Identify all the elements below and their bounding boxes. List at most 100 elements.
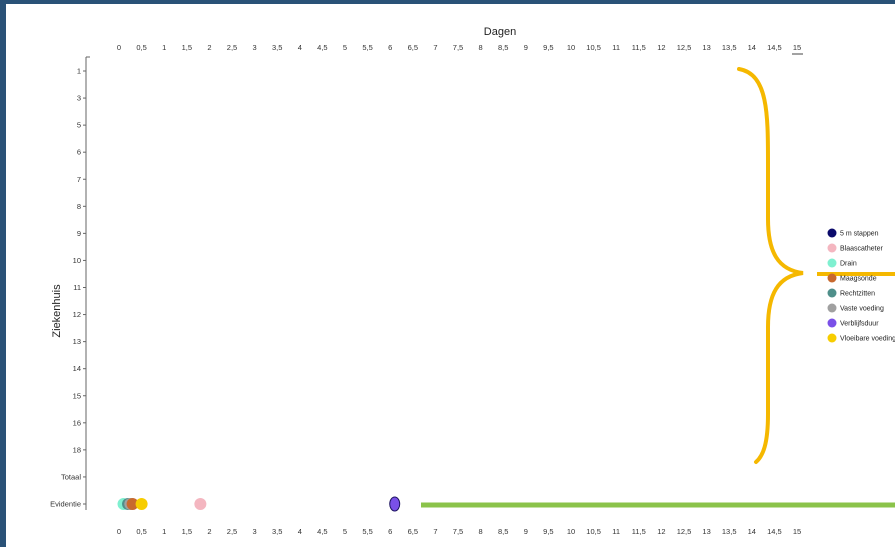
x-tick-label-top: 13	[702, 43, 710, 52]
legend-label: Rechtzitten	[840, 291, 875, 298]
legend-marker	[827, 288, 837, 298]
legend-marker	[827, 228, 837, 238]
x-tick-label-bottom: 0,5	[136, 527, 146, 536]
x-tick-label-bottom: 12	[657, 527, 665, 536]
x-tick-label-bottom: 4,5	[317, 527, 327, 536]
x-tick-label-top: 14,5	[767, 43, 782, 52]
y-tick-label: 10	[73, 256, 81, 265]
x-tick-label-top: 1,5	[182, 43, 192, 52]
x-tick-label-top: 5,5	[362, 43, 372, 52]
x-tick-label-top: 9,5	[543, 43, 553, 52]
point-blaascatheter	[194, 498, 207, 510]
y-tick-label: 7	[77, 175, 81, 184]
y-tick-label: 6	[77, 148, 81, 157]
x-tick-label-bottom: 2	[207, 527, 211, 536]
y-tick-label: 16	[73, 418, 81, 427]
x-tick-label-bottom: 15	[793, 527, 801, 536]
annotations	[421, 67, 895, 508]
brace-annotation	[737, 67, 804, 464]
x-tick-label-top: 2,5	[227, 43, 237, 52]
y-tick-label: 18	[73, 445, 81, 454]
x-tick-label-top: 11	[612, 43, 620, 52]
point-verblijfsduur	[389, 496, 401, 512]
x-tick-label-bottom: 14,5	[767, 527, 782, 536]
x-tick-label-bottom: 2,5	[227, 527, 237, 536]
y-tick-label: 13	[73, 337, 81, 346]
y-tick-label: 15	[73, 391, 81, 400]
legend-label: 5 m stappen	[840, 231, 879, 238]
bottom-tick-labels: 0 0,5 1 1,5 2 2,5 3 3,5 4 4,5 5 5,5 6 6,5 7 7,5 8 8,5 9 9,5…	[117, 527, 801, 536]
x-tick-label-top: 3,5	[272, 43, 282, 52]
x-tick-label-top: 1	[162, 43, 166, 52]
y-axis-title: Ziekenhuis	[51, 284, 63, 338]
x-tick-label-bottom: 6,5	[408, 527, 418, 536]
x-tick-label-bottom: 11	[612, 527, 620, 536]
x-tick-label-bottom: 13	[702, 527, 710, 536]
x-tick-label-bottom: 1,5	[182, 527, 192, 536]
legend-label: Vaste voeding	[840, 306, 884, 313]
x-tick-label-top: 12,5	[677, 43, 692, 52]
x-tick-label-top: 15	[793, 43, 801, 52]
legend-marker	[827, 303, 837, 313]
x-tick-label-top: 4,5	[317, 43, 327, 52]
x-tick-label-bottom: 1	[162, 527, 166, 536]
x-tick-label-top: 4	[298, 43, 302, 52]
x-tick-label-bottom: 0	[117, 527, 121, 536]
x-tick-label-bottom: 8	[479, 527, 483, 536]
chart: Dagen Ziekenhuis 0 0,5 1 1,5 2 2,5 3 3,5 4 4,5 5 5,…	[50, 26, 895, 536]
x-tick-label-bottom: 3,5	[272, 527, 282, 536]
slide: Dagen Ziekenhuis 0 0,5 1 1,5 2 2,5 3 3,5 4 4,5 5 5,…	[6, 4, 895, 547]
x-tick-label-bottom: 6	[388, 527, 392, 536]
point-vloeibare-voeding	[135, 498, 148, 510]
x-tick-label-bottom: 5	[343, 527, 347, 536]
x-tick-label-bottom: 14	[748, 527, 756, 536]
x-tick-label-top: 12	[657, 43, 665, 52]
x-tick-label-top: 9	[524, 43, 528, 52]
y-tick-label: 9	[77, 229, 81, 238]
x-tick-label-top: 14	[748, 43, 756, 52]
x-tick-label-top: 10,5	[586, 43, 601, 52]
legend-label: Vloeibare voeding	[840, 336, 895, 343]
legend-marker	[827, 273, 837, 283]
y-tick-label: 14	[73, 364, 81, 373]
x-tick-label-bottom: 10	[567, 527, 575, 536]
x-tick-label-bottom: 3	[253, 527, 257, 536]
x-tick-label-bottom: 7,5	[453, 527, 463, 536]
x-tick-label-top: 8,5	[498, 43, 508, 52]
y-tick-label: Evidentie	[50, 500, 81, 509]
y-tick-label: 3	[77, 94, 81, 103]
x-tick-label-top: 0	[117, 43, 121, 52]
legend-label: Blaascatheter	[840, 246, 883, 253]
y-tick-label: 1	[77, 67, 81, 76]
legend-marker	[827, 333, 837, 343]
x-tick-label-top: 7	[433, 43, 437, 52]
x-tick-label-bottom: 9,5	[543, 527, 553, 536]
legend: 5 m stappen Blaascatheter Drain Maagsonde Re…	[827, 228, 895, 343]
x-tick-label-bottom: 11,5	[632, 527, 646, 536]
legend-marker	[827, 243, 837, 253]
y-tick-label: 12	[73, 310, 81, 319]
x-tick-label-top: 3	[253, 43, 257, 52]
y-tick-label: 8	[77, 202, 81, 211]
y-tick-label: 5	[77, 121, 81, 130]
x-tick-label-top: 0,5	[136, 43, 146, 52]
x-tick-label-top: 6	[388, 43, 392, 52]
x-tick-label-bottom: 12,5	[677, 527, 692, 536]
y-tick-label: 11	[73, 283, 81, 292]
legend-label: Drain	[840, 261, 857, 268]
top-tick-labels: 0 0,5 1 1,5 2 2,5 3 3,5 4 4,5 5 5,5 6 6,5 7 7,5 8 8,5 9 9,5…	[117, 43, 801, 52]
x-tick-label-top: 10	[567, 43, 575, 52]
x-tick-label-top: 7,5	[453, 43, 463, 52]
x-tick-label-top: 2	[207, 43, 211, 52]
legend-label: Verblijfsduur	[840, 321, 879, 328]
x-tick-label-bottom: 8,5	[498, 527, 508, 536]
x-tick-label-top: 5	[343, 43, 347, 52]
point-maagsonde	[126, 498, 139, 510]
x-tick-label-bottom: 13,5	[722, 527, 737, 536]
legend-label: Maagsonde	[840, 276, 877, 283]
x-axis-title: Dagen	[484, 26, 516, 38]
x-tick-label-top: 11,5	[632, 43, 646, 52]
data-points	[117, 496, 401, 512]
x-tick-label-top: 13,5	[722, 43, 737, 52]
legend-marker	[827, 318, 837, 328]
